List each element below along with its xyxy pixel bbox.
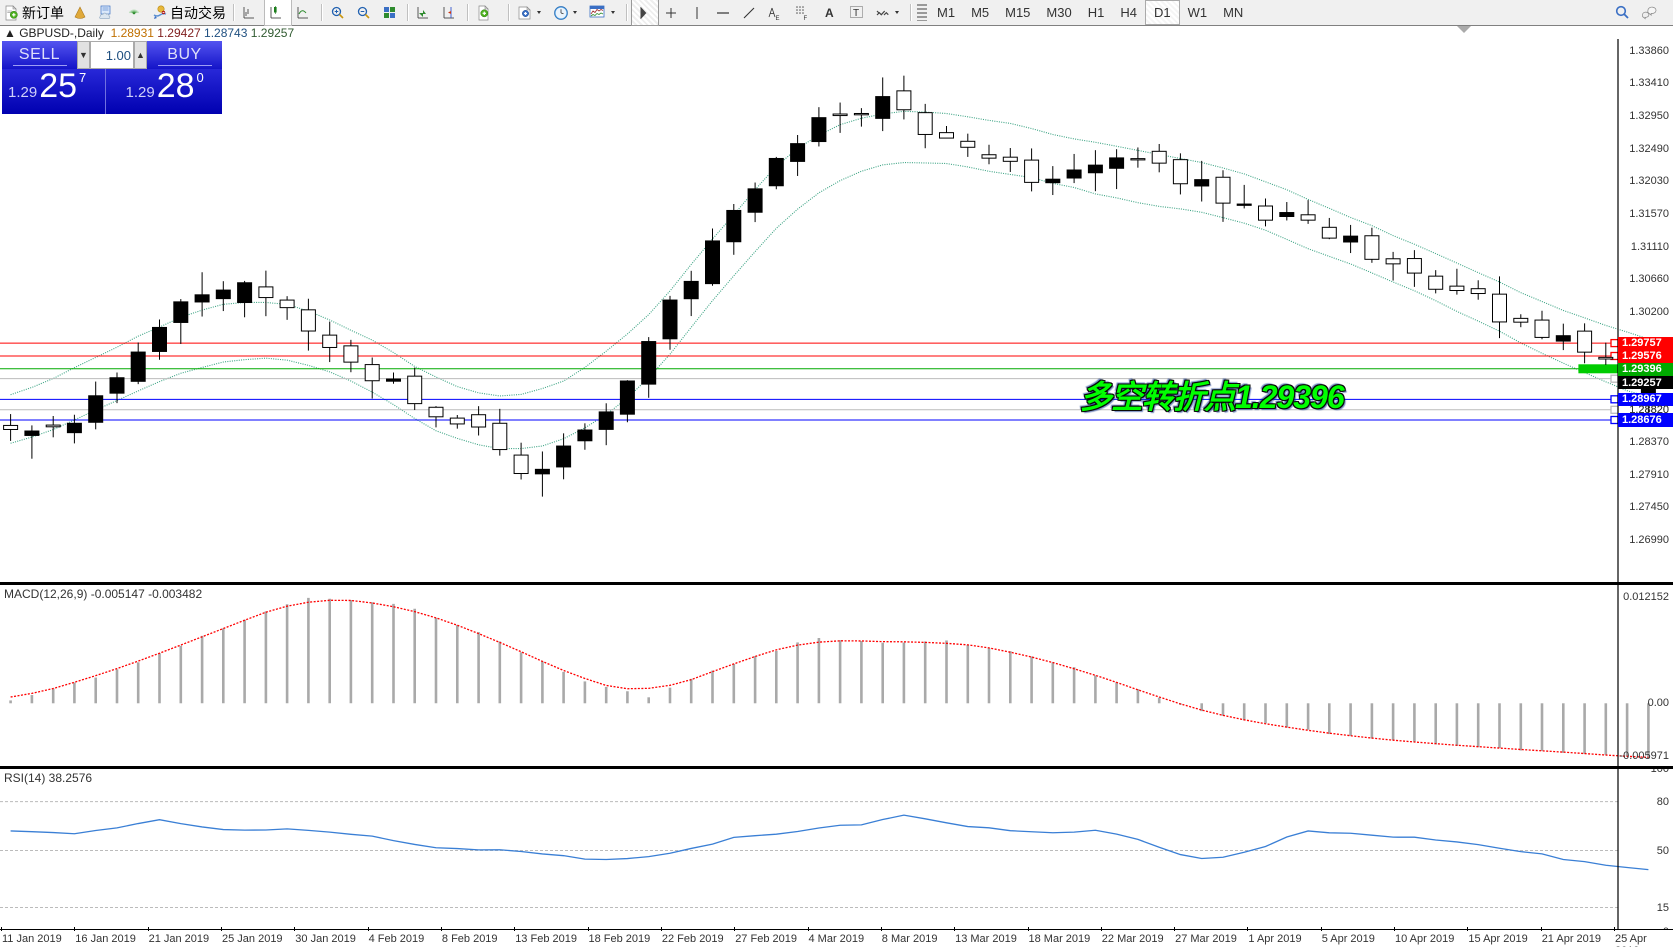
svg-text:T: T [853, 8, 859, 19]
svg-text:F: F [804, 16, 808, 21]
svg-text:A: A [825, 6, 834, 20]
svg-text:E: E [776, 16, 780, 21]
